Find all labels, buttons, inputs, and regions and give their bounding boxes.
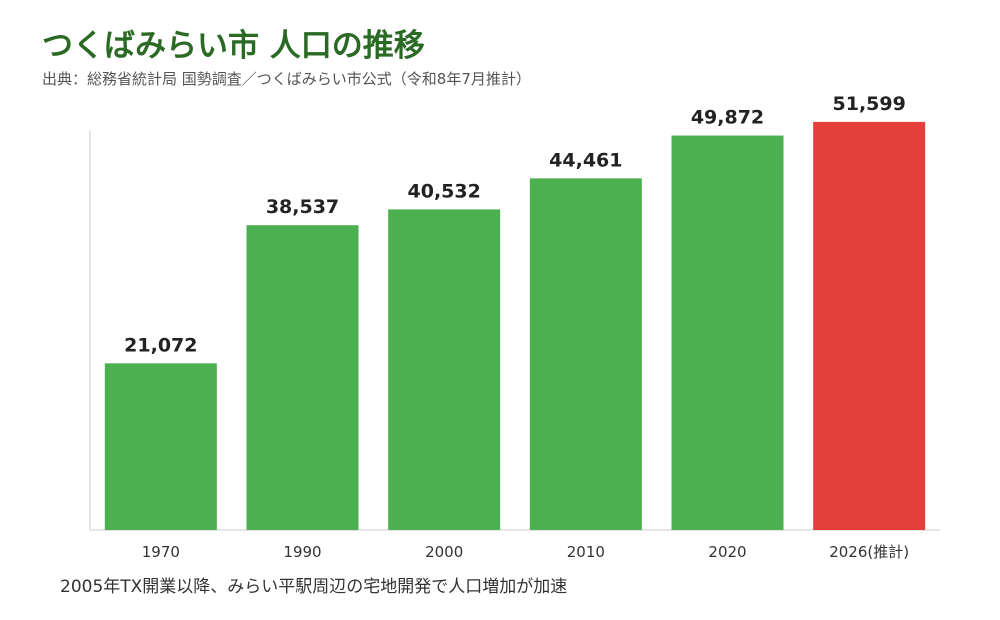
value-label-3: 44,461 [549,149,622,171]
x-tick-label-3: 2010 [567,543,605,561]
value-label-4: 49,872 [691,107,764,129]
value-label-0: 21,072 [124,334,197,356]
bar-1 [246,225,359,530]
bar-0 [104,363,217,530]
value-label-5: 51,599 [833,93,906,115]
chart-title: つくばみらい市 人口の推移 [42,28,425,64]
chart-source-note: 出典：総務省統計局 国勢調査／つくばみらい市公式（令和8年7月推計） [42,70,531,88]
chart-axes [89,130,940,531]
value-label-2: 40,532 [408,180,481,202]
chart-footnote: 2005年TX開業以降、みらい平駅周辺の宅地開発で人口増加が加速 [60,577,568,597]
bar-3 [529,178,642,530]
bar-2 [388,209,501,531]
bar-4 [671,135,784,531]
x-tick-label-4: 2020 [708,543,746,561]
value-label-1: 38,537 [266,196,339,218]
chart-bars [104,121,926,531]
chart-x-tick-labels: 1970 1990 2000 2010 2020 2026(推計) [142,543,909,561]
chart-value-labels: 21,072 38,537 40,532 44,461 49,872 51,599 [124,93,906,356]
bar-5 [813,121,926,531]
x-tick-label-2: 2000 [425,543,463,561]
x-tick-label-5: 2026(推計) [829,543,909,561]
x-tick-label-1: 1990 [283,543,321,561]
x-tick-label-0: 1970 [142,543,180,561]
